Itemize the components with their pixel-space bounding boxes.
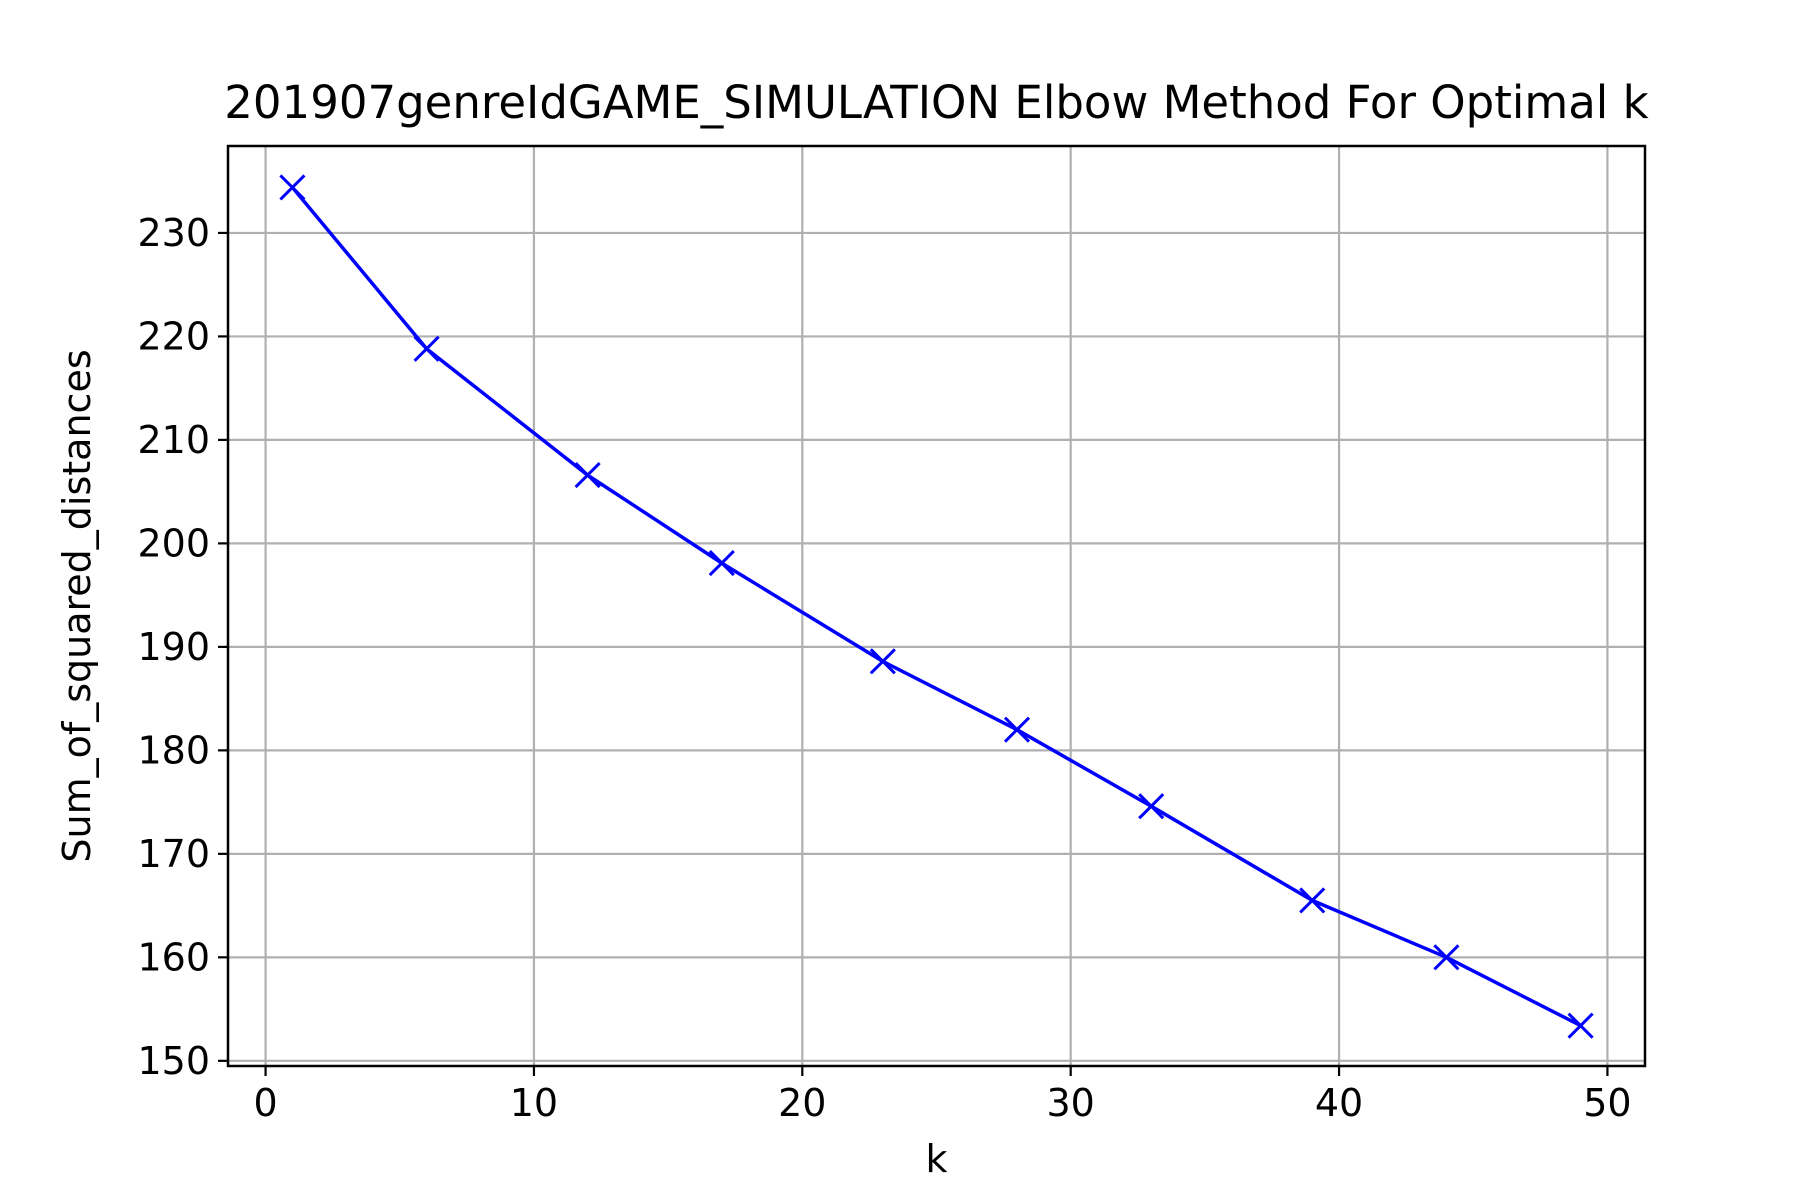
data-point-marker bbox=[1138, 793, 1165, 820]
y-tick-label: 210 bbox=[137, 418, 210, 462]
data-point-marker bbox=[1567, 1012, 1594, 1039]
x-tick-label: 10 bbox=[510, 1081, 558, 1125]
data-point-marker bbox=[574, 462, 601, 489]
tick-layer: 0 10 20 30 40 50 150 160 170 180 190 200 210 220 230 bbox=[137, 211, 1631, 1125]
series-layer bbox=[279, 174, 1594, 1039]
y-tick-label: 150 bbox=[137, 1039, 210, 1083]
marker-stroke bbox=[1138, 793, 1165, 820]
marker-stroke bbox=[279, 174, 306, 201]
data-point-marker bbox=[1003, 716, 1031, 743]
y-tick-label: 190 bbox=[137, 625, 210, 669]
y-axis-title: Sum_of_squared_distances bbox=[55, 349, 99, 862]
data-point-marker bbox=[279, 174, 306, 201]
marker-stroke bbox=[1567, 1012, 1594, 1039]
data-point-marker bbox=[413, 335, 440, 362]
data-point-marker bbox=[1299, 887, 1326, 914]
x-tick-label: 30 bbox=[1047, 1081, 1095, 1125]
chart-title: 201907genreIdGAME_SIMULATION Elbow Metho… bbox=[224, 76, 1648, 129]
y-tick-label: 180 bbox=[137, 728, 210, 772]
plot-frame bbox=[226, 144, 1647, 1068]
x-tick-label: 0 bbox=[253, 1081, 277, 1125]
data-point-marker bbox=[708, 549, 735, 577]
marker-stroke bbox=[1433, 944, 1460, 971]
data-point-marker bbox=[1433, 944, 1460, 971]
y-tick-label: 170 bbox=[137, 832, 210, 876]
series-line bbox=[291, 186, 1582, 1028]
x-axis-title: k bbox=[925, 1137, 947, 1181]
data-point-marker bbox=[869, 648, 896, 675]
x-tick-label: 40 bbox=[1315, 1081, 1363, 1125]
marker-stroke bbox=[1003, 716, 1031, 743]
marker-stroke bbox=[413, 335, 440, 362]
y-tick-label: 160 bbox=[137, 935, 210, 979]
grid-layer bbox=[228, 146, 1645, 1066]
y-tick-label: 200 bbox=[137, 521, 210, 565]
x-tick-label: 20 bbox=[778, 1081, 826, 1125]
y-tick-label: 230 bbox=[137, 211, 210, 255]
marker-stroke bbox=[708, 549, 735, 577]
marker-stroke bbox=[869, 648, 896, 675]
y-tick-label: 220 bbox=[137, 314, 210, 358]
marker-stroke bbox=[1299, 887, 1326, 914]
x-tick-label: 50 bbox=[1583, 1081, 1631, 1125]
marker-stroke bbox=[574, 462, 601, 489]
